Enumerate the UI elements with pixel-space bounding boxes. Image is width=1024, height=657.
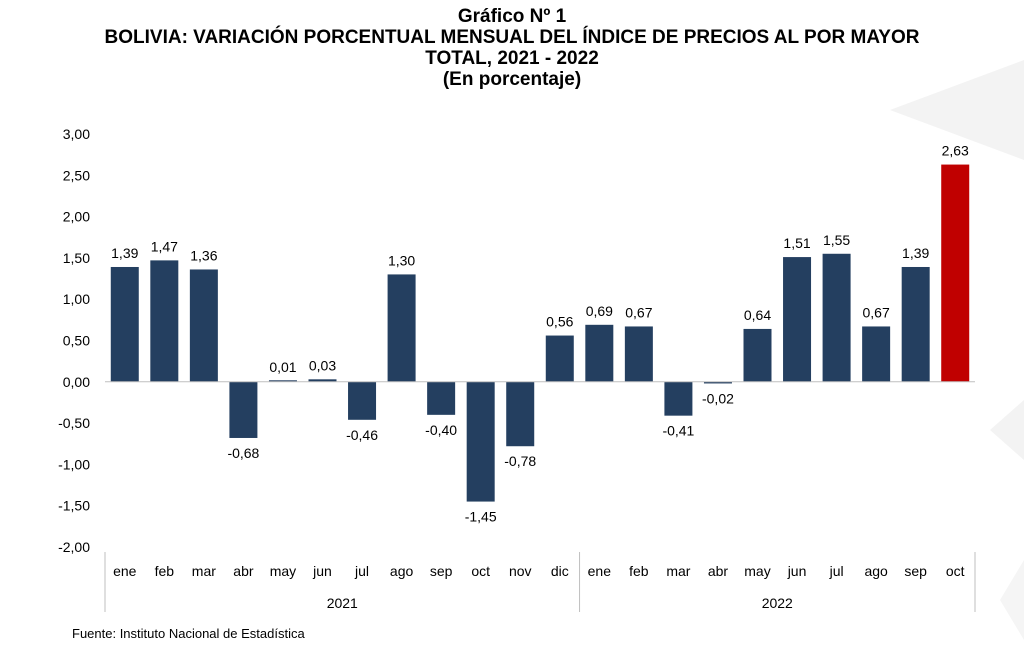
chart-title-line1: Gráfico Nº 1 [457, 6, 567, 27]
bar [703, 381, 732, 384]
data-label: -0,68 [227, 445, 259, 461]
data-label: 0,67 [863, 304, 890, 320]
bar [189, 269, 218, 382]
data-label: 1,47 [151, 238, 178, 254]
bar [427, 381, 456, 415]
bar [466, 381, 495, 502]
x-group-label: 2022 [762, 595, 793, 611]
x-category-label: abr [233, 563, 254, 579]
data-label: -1,45 [465, 509, 497, 525]
data-label: 0,03 [309, 357, 336, 373]
data-label: 1,30 [388, 252, 415, 268]
bar [941, 164, 970, 382]
y-tick-label: -1,00 [58, 456, 90, 472]
y-tick-label: 2,50 [63, 167, 90, 183]
data-label: -0,40 [425, 422, 457, 438]
chart-title-line2: BOLIVIA: VARIACIÓN PORCENTUAL MENSUAL DE… [104, 27, 920, 48]
bar [387, 274, 416, 382]
data-label: 0,56 [546, 314, 573, 330]
x-category-label: oct [946, 563, 965, 579]
bar [268, 380, 297, 382]
y-tick-label: 0,00 [63, 374, 90, 390]
x-category-label: jul [354, 563, 369, 579]
bar [308, 379, 337, 382]
x-category-label: may [744, 563, 770, 579]
data-label: -0,78 [504, 453, 536, 469]
source-note: Fuente: Instituto Nacional de Estadístic… [72, 626, 305, 641]
x-category-label: ene [588, 563, 612, 579]
bar [624, 326, 653, 382]
bar [664, 381, 693, 416]
y-tick-label: 1,50 [63, 250, 90, 266]
bar [862, 326, 891, 382]
data-label: 0,64 [744, 307, 771, 323]
data-label: 1,39 [111, 245, 138, 261]
x-category-label: abr [708, 563, 729, 579]
bar [743, 328, 772, 382]
data-label: -0,46 [346, 427, 378, 443]
bar [822, 253, 851, 382]
bar [150, 260, 179, 382]
y-tick-label: 2,00 [63, 209, 90, 225]
bar [545, 335, 574, 382]
y-tick-label: -2,00 [58, 539, 90, 555]
x-category-label: may [270, 563, 296, 579]
data-label: 1,36 [190, 247, 217, 263]
y-tick-label: -0,50 [58, 415, 90, 431]
x-category-label: dic [551, 563, 569, 579]
data-label: 1,51 [783, 235, 810, 251]
bar [348, 381, 377, 420]
x-category-label: feb [629, 563, 649, 579]
y-tick-label: 0,50 [63, 333, 90, 349]
y-tick-label: -1,50 [58, 498, 90, 514]
x-category-label: sep [904, 563, 927, 579]
bar [901, 266, 930, 382]
x-category-label: jun [787, 563, 807, 579]
x-category-label: ago [390, 563, 414, 579]
x-category-label: ago [864, 563, 888, 579]
data-label: 1,39 [902, 245, 929, 261]
x-category-label: feb [155, 563, 175, 579]
data-label: -0,02 [702, 390, 734, 406]
x-category-label: mar [666, 563, 690, 579]
bar [229, 381, 258, 438]
bar [783, 257, 812, 382]
x-group-label: 2021 [327, 595, 358, 611]
x-category-label: nov [509, 563, 532, 579]
data-label: 0,01 [269, 359, 296, 375]
x-category-label: jul [829, 563, 844, 579]
data-label: 0,69 [586, 303, 613, 319]
bar [585, 324, 614, 382]
chart-subtitle: (En porcentaje) [442, 69, 582, 90]
x-category-label: mar [192, 563, 216, 579]
data-label: 2,63 [942, 143, 969, 159]
chart-title-block: Gráfico Nº 1 BOLIVIA: VARIACIÓN PORCENTU… [0, 6, 1024, 90]
y-tick-label: 3,00 [63, 126, 90, 142]
data-label: -0,41 [662, 423, 694, 439]
chart-title-line3: TOTAL, 2021 - 2022 [425, 48, 599, 69]
bar [110, 266, 139, 382]
data-label: 1,55 [823, 232, 850, 248]
data-label: 0,67 [625, 304, 652, 320]
bar [506, 381, 535, 447]
x-category-label: ene [113, 563, 137, 579]
y-tick-label: 1,00 [63, 291, 90, 307]
x-category-label: oct [471, 563, 490, 579]
x-category-label: sep [430, 563, 453, 579]
x-category-label: jun [312, 563, 332, 579]
